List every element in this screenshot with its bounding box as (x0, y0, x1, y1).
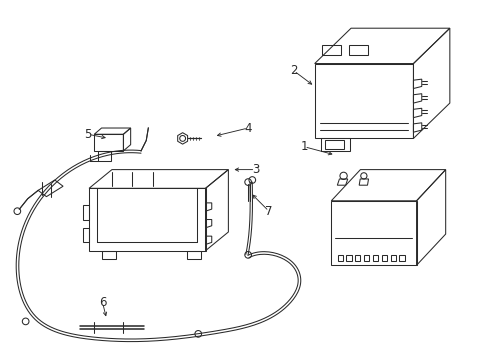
Text: 1: 1 (300, 140, 307, 153)
Text: 5: 5 (84, 128, 92, 141)
Text: 7: 7 (264, 205, 272, 218)
Text: 3: 3 (251, 163, 259, 176)
Text: 6: 6 (99, 296, 106, 309)
Text: 2: 2 (289, 64, 297, 77)
Text: 4: 4 (244, 122, 251, 135)
